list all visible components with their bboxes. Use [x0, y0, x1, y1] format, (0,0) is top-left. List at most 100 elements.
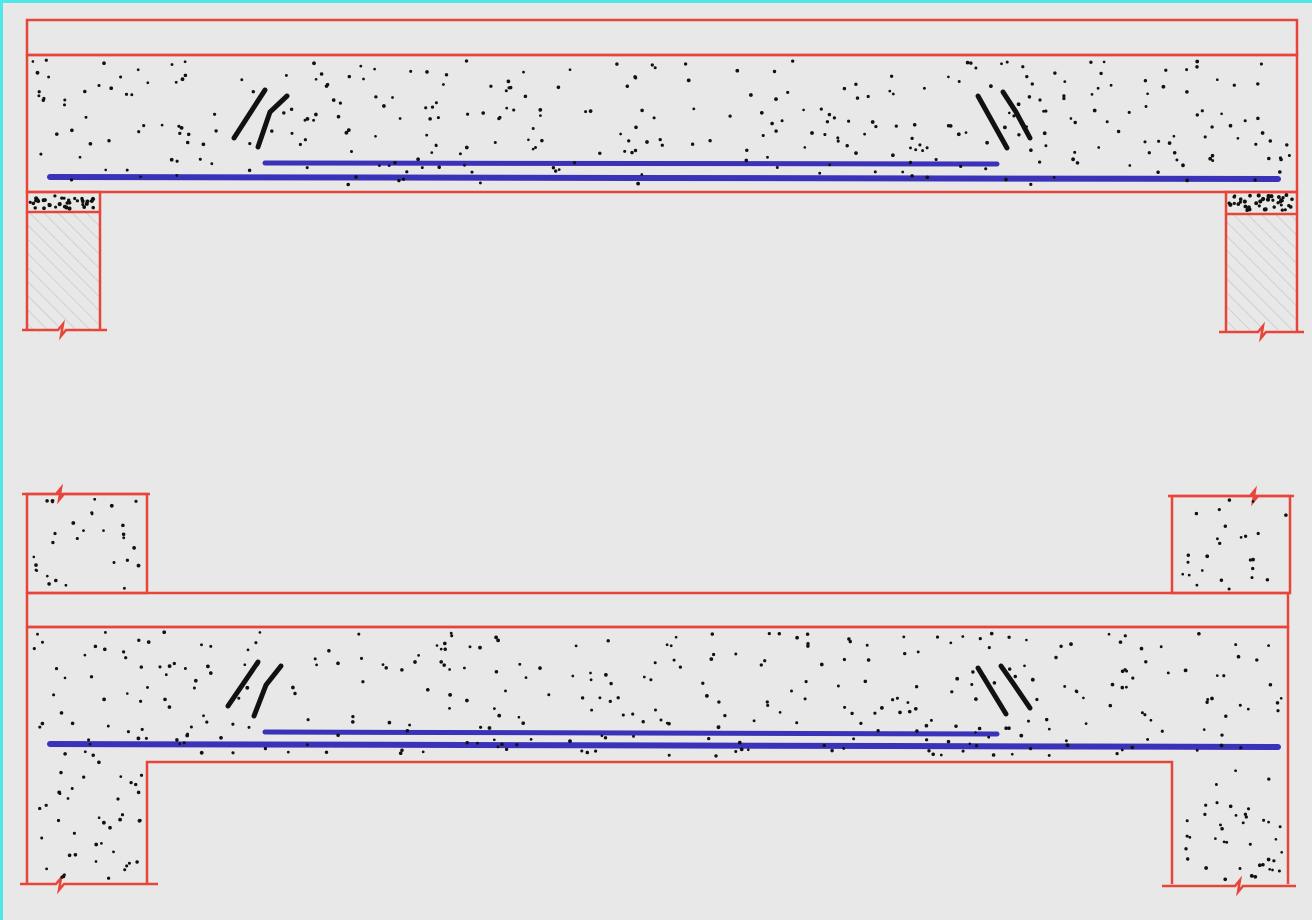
aggregate-dot [1186, 857, 1190, 861]
right-column-break-top [1168, 485, 1294, 507]
aggregate-dot [263, 746, 268, 751]
aggregate-dot [312, 118, 316, 122]
aggregate-dot [1251, 557, 1255, 562]
aggregate-dot [524, 676, 528, 679]
aggregate-dot [1120, 748, 1124, 752]
aggregate-dot [557, 168, 561, 171]
aggregate-dot [1000, 62, 1003, 66]
aggregate-dot [777, 632, 781, 636]
aggregate-dot [1219, 743, 1224, 748]
aggregate-dot [667, 753, 671, 757]
aggregate-dot [146, 685, 149, 689]
aggregate-dot [170, 63, 174, 66]
aggregate-dot [62, 196, 66, 200]
aggregate-dot [73, 196, 77, 201]
aggregate-dot [254, 641, 258, 645]
aggregate-dot [866, 658, 871, 662]
aggregate-dot [137, 818, 142, 823]
aggregate-dot [36, 199, 41, 204]
aggregate-dot [88, 141, 93, 146]
aggregate-dot [305, 117, 310, 121]
aggregate-dot [63, 98, 67, 102]
aggregate-dot [959, 164, 963, 168]
aggregate-dot [384, 666, 388, 670]
aggregate-dot [1277, 869, 1281, 873]
aggregate-dot [964, 131, 968, 134]
aggregate-dot [970, 682, 974, 687]
aggregate-dot [803, 146, 807, 149]
aggregate-dot [836, 136, 840, 140]
aggregate-dot [1109, 83, 1113, 87]
aggregate-dot [901, 170, 905, 174]
aggregate-dot [1243, 204, 1248, 209]
aggregate-dot [32, 555, 36, 559]
aggregate-dot [201, 142, 206, 147]
aggregate-dot [167, 664, 172, 668]
aggregate-dot [47, 203, 52, 208]
aggregate-dot [139, 175, 142, 179]
aggregate-dot [540, 138, 544, 143]
aggregate-dot [331, 98, 336, 102]
aggregate-dot [136, 736, 141, 741]
aggregate-dot [701, 681, 705, 685]
aggregate-dot [1280, 208, 1284, 212]
aggregate-dot [1195, 65, 1199, 69]
aggregate-dot [346, 182, 350, 187]
aggregate-dot [850, 711, 854, 716]
aggregate-dot [88, 742, 92, 746]
aggregate-dot [91, 205, 95, 210]
aggregate-dot [965, 60, 970, 65]
aggregate-dot [848, 639, 852, 644]
aggregate-dot [59, 770, 63, 775]
aggregate-dot [1063, 684, 1067, 688]
aggregate-dot [122, 536, 126, 540]
aggregate-dot [1222, 674, 1226, 678]
aggregate-dot [58, 792, 62, 796]
aggregate-dot [94, 842, 99, 847]
right-column-break-bottom [1162, 875, 1296, 897]
aggregate-dot [1186, 560, 1190, 564]
aggregate-dot [387, 164, 391, 167]
aggregate-dot [1159, 645, 1163, 649]
aggregate-dot [118, 817, 122, 822]
aggregate-dot [1107, 632, 1111, 636]
aggregate-dot [1249, 874, 1254, 878]
aggregate-dot [534, 146, 537, 149]
aggregate-dot [416, 157, 420, 162]
aggregate-dot [505, 106, 509, 110]
aggregate-dot [634, 125, 638, 130]
aggregate-dot [791, 59, 795, 63]
right-crack-marks [975, 89, 1033, 151]
aggregate-dot [1047, 753, 1051, 757]
aggregate-dot [1059, 644, 1063, 648]
aggregate-dot [1256, 116, 1260, 121]
aggregate-dot [481, 111, 486, 115]
aggregate-dot [400, 668, 404, 672]
aggregate-dot [775, 166, 779, 169]
aggregate-dot [538, 108, 543, 112]
aggregate-dot [650, 63, 654, 67]
aggregate-dot [361, 680, 365, 684]
aggregate-dot [398, 751, 403, 756]
aggregate-dot [955, 676, 960, 681]
aggregate-dot [977, 726, 982, 731]
aggregate-dot [1144, 105, 1148, 108]
aggregate-dot [1120, 685, 1125, 690]
aggregate-dot [139, 665, 144, 669]
aggregate-dot [430, 105, 435, 109]
aggregate-dot [1244, 815, 1248, 819]
aggregate-dot [1157, 139, 1161, 143]
aggregate-dot [44, 803, 48, 807]
aggregate-dot [64, 205, 68, 210]
aggregate-dot [206, 664, 210, 669]
aggregate-dot [1274, 837, 1278, 841]
aggregate-dot [32, 647, 36, 651]
aggregate-dot [167, 705, 172, 709]
aggregate-dot [1250, 576, 1254, 580]
aggregate-dot [164, 673, 168, 677]
aggregate-dot [1069, 642, 1073, 646]
aggregate-dot [47, 75, 51, 79]
aggregate-dot [1285, 143, 1289, 147]
aggregate-dot [121, 523, 125, 528]
aggregate-dot [1042, 109, 1046, 113]
